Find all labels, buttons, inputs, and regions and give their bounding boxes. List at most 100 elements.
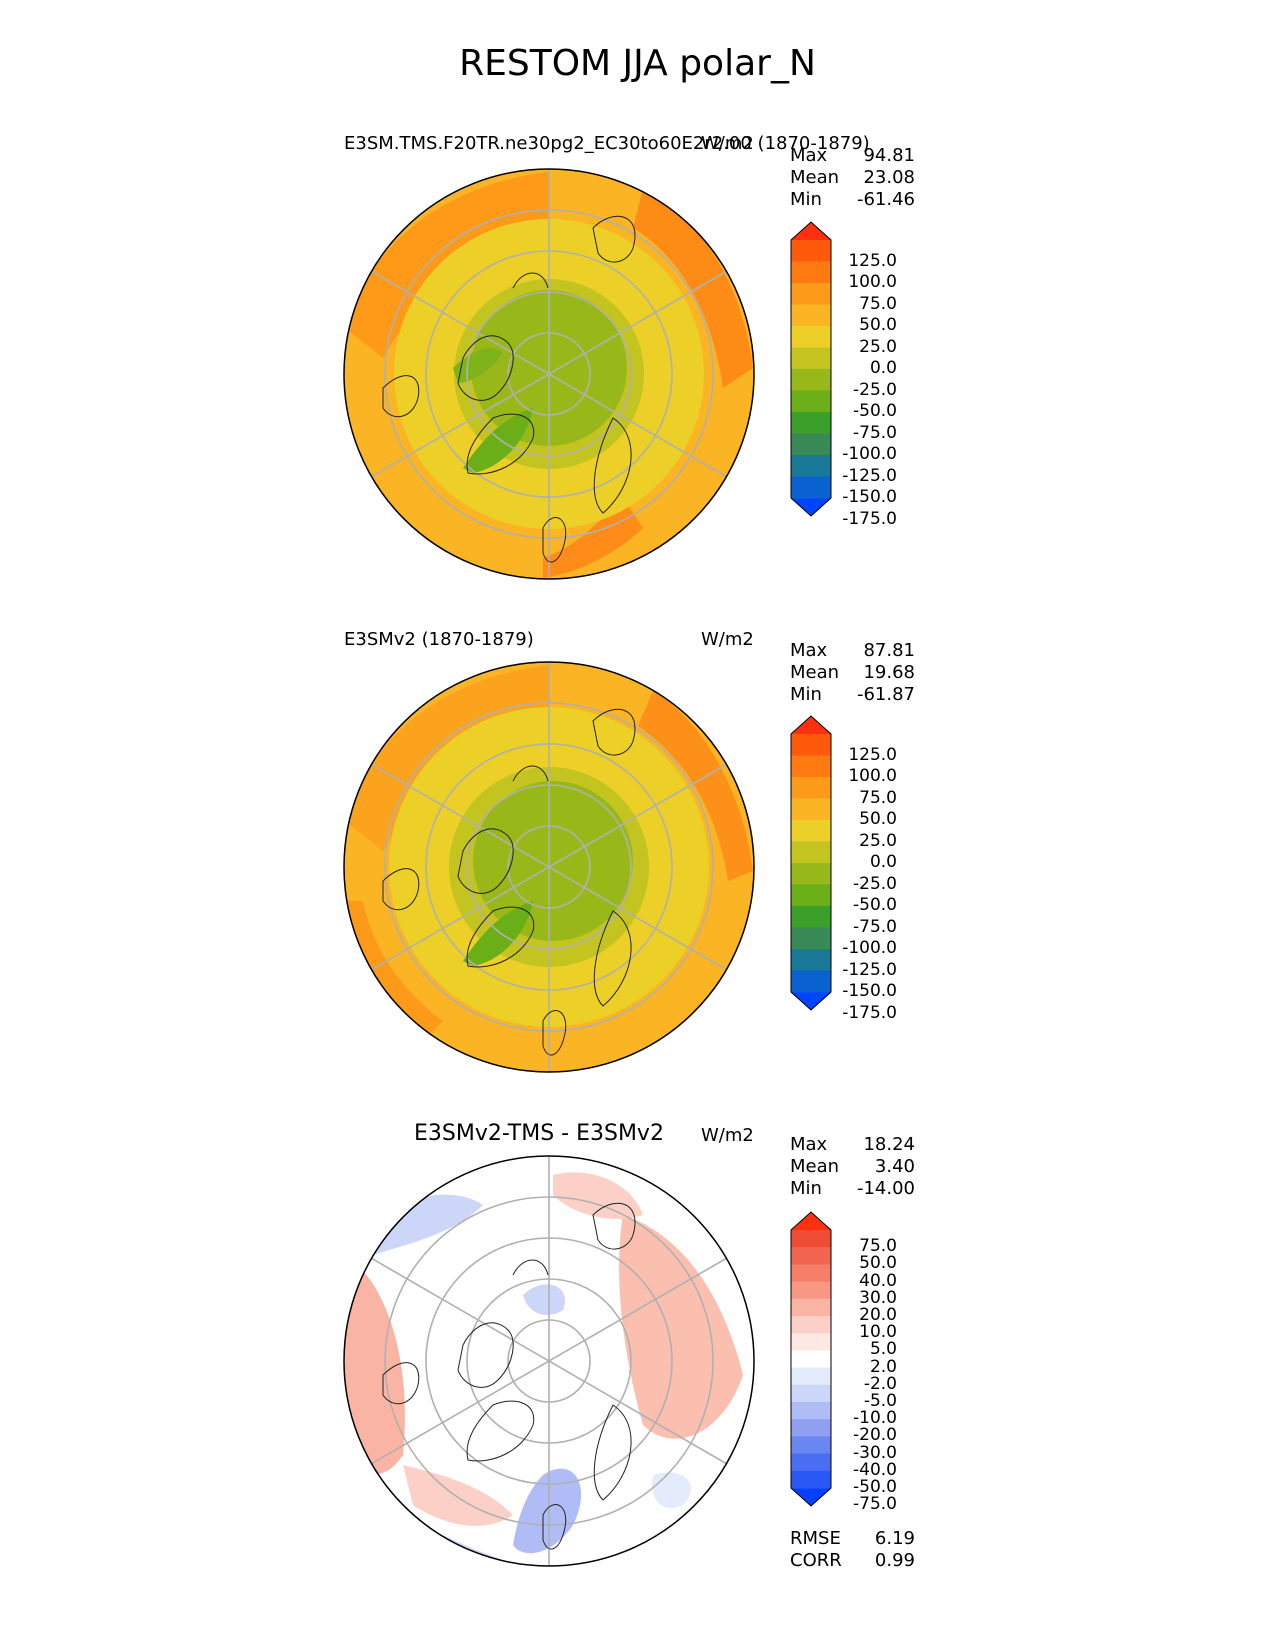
colorbar-segment xyxy=(791,734,831,756)
panel3-title: E3SMv2-TMS - E3SMv2 xyxy=(414,1121,664,1146)
colorbar-segment xyxy=(791,755,831,778)
colorbar-tick-label: -25.0 xyxy=(853,873,897,894)
panel1-stat-label: Max xyxy=(790,145,828,166)
panel1-units: W/m2 xyxy=(701,133,754,154)
colorbar-tick-label: 40.0 xyxy=(859,1270,897,1291)
panel1-stat-label: Mean xyxy=(790,167,840,188)
panel3-map-border xyxy=(343,1155,755,1567)
colorbar-extend-min xyxy=(791,992,831,1010)
colorbar-segment xyxy=(791,1247,831,1265)
colorbar-tick-label: -150.0 xyxy=(842,487,897,507)
colorbar-segment xyxy=(791,304,831,327)
colorbar-segment xyxy=(791,927,831,950)
colorbar-tick-label: 125.0 xyxy=(848,250,897,271)
colorbar-segment xyxy=(791,476,831,499)
colorbar-segment xyxy=(791,1470,831,1489)
panel2-stat-label: Mean xyxy=(790,662,840,683)
colorbar-extend-min xyxy=(791,1488,831,1506)
panel3-metric-value: 0.99 xyxy=(874,1550,915,1571)
colorbar-tick-label: 0.0 xyxy=(869,358,897,378)
panel1-field-band xyxy=(463,408,533,473)
panel3-gridlines xyxy=(370,1156,728,1566)
colorbar-segment xyxy=(791,863,831,885)
panel3-stat-label: Min xyxy=(790,1178,822,1199)
colorbar-segment xyxy=(791,1367,831,1386)
panel1-stat-label: Min xyxy=(790,189,822,210)
panel1-field-band xyxy=(453,348,503,383)
panel2-stat-value: 87.81 xyxy=(863,640,915,661)
panel2-coastlines xyxy=(382,708,636,1056)
panel3-units: W/m2 xyxy=(701,1125,754,1146)
colorbar-tick-label: -75.0 xyxy=(853,916,897,937)
panel3-field-band xyxy=(553,1172,643,1219)
colorbar-tick-label: -30.0 xyxy=(853,1442,897,1463)
panel2-field-band xyxy=(473,781,633,941)
panel2-map-border xyxy=(343,661,755,1073)
panel1-field-band xyxy=(543,498,643,578)
colorbar-segment xyxy=(791,412,831,434)
panel3-stat-label: Max xyxy=(790,1134,828,1155)
colorbar-segment xyxy=(791,1316,831,1334)
panel3-stat-label: Mean xyxy=(790,1156,840,1177)
panel2-units: W/m2 xyxy=(701,629,754,650)
panel3-colorbar xyxy=(790,1211,832,1507)
colorbar-tick-label: -2.0 xyxy=(863,1373,897,1394)
colorbar-segment xyxy=(791,1350,831,1369)
colorbar-tick-label: -150.0 xyxy=(842,981,897,1001)
colorbar-segment xyxy=(791,1419,831,1437)
panel3-field-band xyxy=(403,1465,513,1526)
panel1-field-band xyxy=(633,188,753,388)
colorbar-segment xyxy=(791,906,831,928)
panel1-gridlines xyxy=(370,169,728,579)
panel1-polar-map xyxy=(343,168,755,580)
panel2-stat-label: Max xyxy=(790,640,828,661)
panel3-stat-value: 18.24 xyxy=(863,1134,915,1155)
colorbar-tick-label: -75.0 xyxy=(853,1494,897,1515)
colorbar-tick-label: -10.0 xyxy=(853,1408,897,1429)
panel3-stat-value: -14.00 xyxy=(856,1178,915,1199)
colorbar-segment xyxy=(791,390,831,413)
colorbar-segment xyxy=(791,1402,831,1420)
panel3-field-band xyxy=(652,1472,692,1509)
panel1-coastlines xyxy=(382,215,636,563)
panel2-colorbar xyxy=(790,715,832,1011)
colorbar-tick-label: -50.0 xyxy=(853,1477,897,1497)
colorbar-tick-label: 50.0 xyxy=(859,809,897,829)
colorbar-tick-label: -25.0 xyxy=(853,379,897,400)
panel1-stat-value: 94.81 xyxy=(863,145,915,166)
panel2-stat-value: -61.87 xyxy=(856,684,915,705)
colorbar-segment xyxy=(791,1264,831,1283)
colorbar-segment xyxy=(791,433,831,456)
colorbar-tick-label: 75.0 xyxy=(859,293,897,314)
colorbar-segment xyxy=(791,820,831,842)
colorbar-tick-label: 2.0 xyxy=(869,1356,897,1377)
colorbar-tick-label: 25.0 xyxy=(859,830,897,851)
colorbar-tick-label: 20.0 xyxy=(859,1305,897,1325)
colorbar-segment xyxy=(791,1298,831,1317)
panel2-gridlines xyxy=(370,662,728,1072)
colorbar-segment xyxy=(791,970,831,993)
colorbar-segment xyxy=(791,347,831,370)
colorbar-segment xyxy=(791,1436,831,1455)
panel1-left-title: E3SM.TMS.F20TR.ne30pg2_EC30to60E2r2.00 (… xyxy=(344,133,870,154)
colorbar-extend-max xyxy=(791,222,831,240)
colorbar-tick-label: 125.0 xyxy=(848,744,897,765)
panel2-stat-value: 19.68 xyxy=(863,662,915,683)
panel3-polar-map xyxy=(343,1155,755,1567)
colorbar-tick-label: -125.0 xyxy=(842,959,897,980)
colorbar-tick-label: 30.0 xyxy=(859,1287,897,1308)
colorbar-extend-max xyxy=(791,1212,831,1230)
panel3-metric-value: 6.19 xyxy=(874,1528,915,1549)
colorbar-tick-label: -100.0 xyxy=(842,444,897,464)
colorbar-tick-label: -20.0 xyxy=(853,1425,897,1446)
colorbar-segment xyxy=(791,798,831,821)
panel2-field-band xyxy=(638,691,753,881)
panel1-colorbar xyxy=(790,221,832,517)
colorbar-segment xyxy=(791,240,831,262)
colorbar-tick-label: 75.0 xyxy=(859,787,897,808)
colorbar-segment xyxy=(791,261,831,284)
colorbar-segment xyxy=(791,326,831,348)
colorbar-tick-label: -5.0 xyxy=(863,1391,897,1411)
panel2-field-band xyxy=(463,901,533,966)
panel2-polar-map xyxy=(343,661,755,1073)
